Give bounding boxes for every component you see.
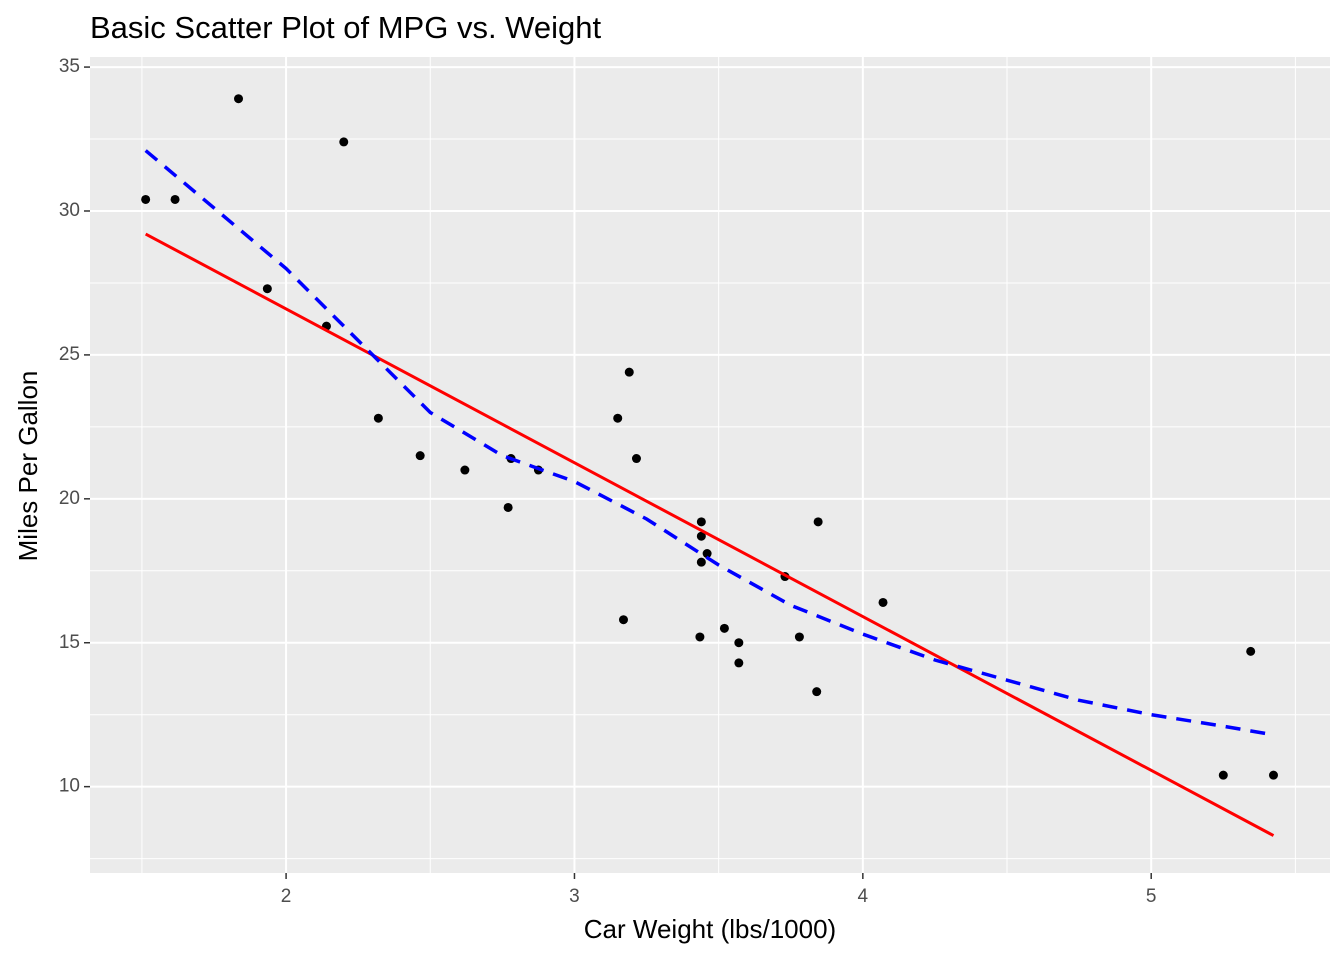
point bbox=[1246, 646, 1256, 656]
y-tick-label: 10 bbox=[59, 776, 80, 797]
point bbox=[813, 517, 823, 527]
point bbox=[460, 465, 470, 475]
point bbox=[373, 413, 383, 423]
x-axis-label: Car Weight (lbs/1000) bbox=[584, 914, 836, 944]
smooth-line bbox=[144, 149, 1274, 737]
point bbox=[812, 687, 822, 697]
y-axis-label: Miles Per Gallon bbox=[13, 371, 43, 562]
point bbox=[170, 194, 180, 204]
x-tick-label: 2 bbox=[281, 886, 292, 907]
x-tick-label: 5 bbox=[1146, 886, 1157, 907]
point bbox=[878, 597, 888, 607]
point bbox=[141, 194, 151, 204]
point bbox=[794, 632, 804, 642]
plot-panel bbox=[90, 57, 1330, 873]
y-tick-label: 20 bbox=[59, 488, 80, 509]
point bbox=[262, 284, 272, 294]
y-tick-label: 15 bbox=[59, 632, 80, 653]
point bbox=[624, 367, 634, 377]
point bbox=[613, 413, 623, 423]
point bbox=[415, 451, 425, 461]
point bbox=[719, 623, 729, 633]
x-tick-label: 4 bbox=[858, 886, 869, 907]
point bbox=[503, 502, 513, 512]
x-tick-label: 3 bbox=[569, 886, 580, 907]
point bbox=[696, 517, 706, 527]
fit-line bbox=[144, 232, 1275, 837]
y-tick-label: 30 bbox=[59, 200, 80, 221]
point bbox=[696, 531, 706, 541]
point bbox=[1218, 770, 1228, 780]
point bbox=[695, 632, 705, 642]
point bbox=[234, 94, 244, 104]
y-tick-label: 25 bbox=[59, 344, 80, 365]
point bbox=[734, 658, 744, 668]
point bbox=[702, 549, 712, 559]
point bbox=[631, 454, 641, 464]
point bbox=[339, 137, 349, 147]
point bbox=[696, 557, 706, 567]
point bbox=[1268, 770, 1278, 780]
point bbox=[618, 615, 628, 625]
chart-title: Basic Scatter Plot of MPG vs. Weight bbox=[90, 10, 601, 45]
y-tick-label: 35 bbox=[59, 56, 80, 77]
point bbox=[734, 638, 744, 648]
